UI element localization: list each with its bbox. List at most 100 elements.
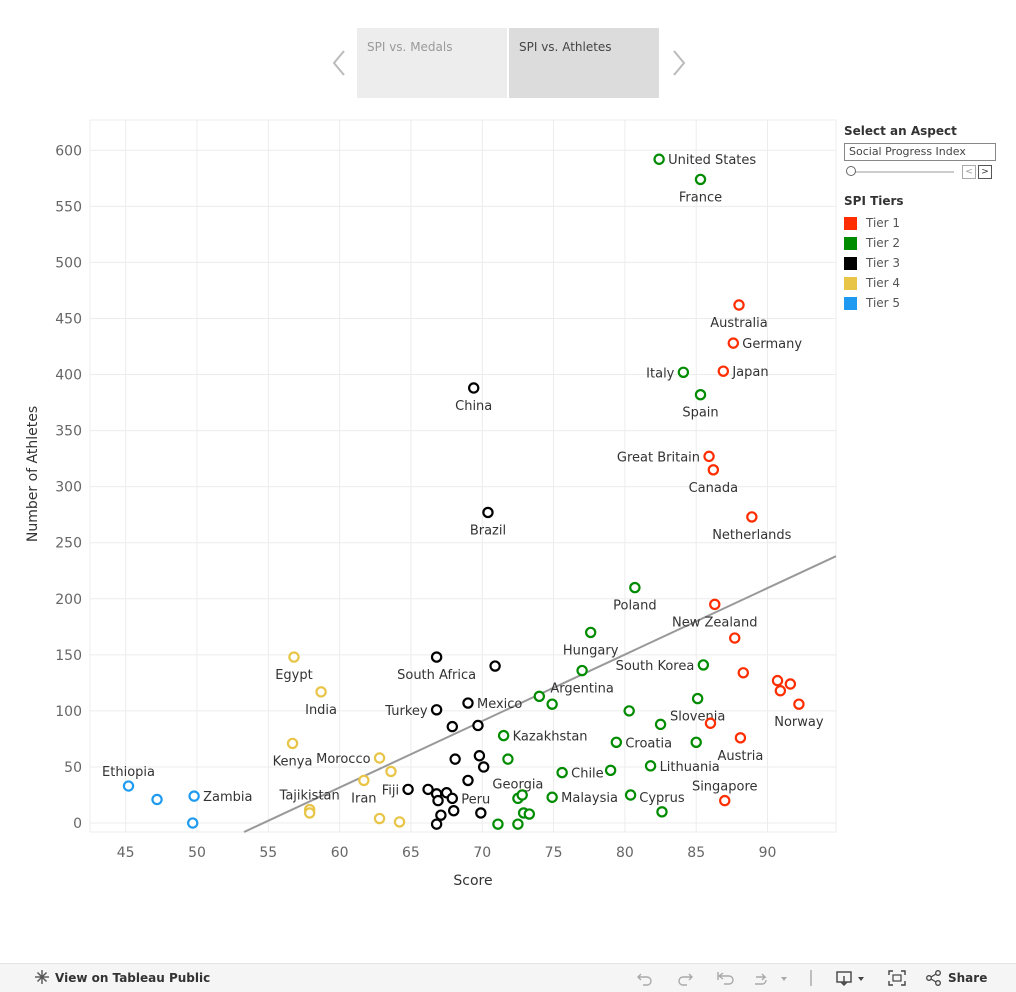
slider-track[interactable]: [850, 171, 954, 173]
data-point: [733, 299, 745, 311]
tableau-logo-icon[interactable]: [34, 969, 50, 988]
data-point: [584, 626, 597, 639]
data-point: [610, 736, 623, 748]
data-point: [446, 720, 459, 733]
data-point: [523, 808, 536, 820]
legend-item-tier-5[interactable]: Tier 5: [844, 293, 1004, 313]
data-point: [502, 753, 514, 765]
data-point: [373, 752, 386, 764]
data-point: [624, 789, 637, 801]
download-icon[interactable]: [836, 970, 868, 989]
data-point: [719, 794, 731, 807]
data-point: [358, 774, 370, 787]
point-label: South Africa: [397, 668, 476, 683]
data-point: [393, 816, 406, 828]
point-label: Poland: [613, 599, 656, 614]
point-label: Peru: [461, 792, 490, 807]
refresh-icon[interactable]: [752, 970, 788, 989]
tab-spi-vs-athletes[interactable]: SPI vs. Athletes: [509, 28, 659, 98]
share-icon[interactable]: [926, 970, 942, 989]
legend-swatch: [844, 276, 857, 290]
slider-knob[interactable]: [846, 166, 856, 176]
y-tick-label: 450: [55, 311, 82, 327]
point-label: Canada: [689, 481, 738, 496]
data-point: [656, 806, 668, 818]
point-label: Zambia: [203, 790, 252, 805]
aspect-select[interactable]: Social Progress Index: [844, 143, 996, 161]
x-tick-label: 75: [545, 845, 563, 861]
data-point: [373, 812, 386, 825]
tab-spi-vs-medals[interactable]: SPI vs. Medals: [357, 28, 507, 98]
data-point: [516, 789, 528, 801]
x-tick-label: 80: [616, 845, 634, 861]
legend-label: Tier 4: [866, 276, 901, 290]
fullscreen-icon[interactable]: [888, 970, 906, 989]
y-tick-label: 500: [55, 255, 82, 271]
y-tick-label: 300: [55, 480, 82, 496]
data-point: [694, 173, 707, 186]
undo-icon[interactable]: [636, 970, 654, 989]
point-label: Egypt: [275, 668, 313, 683]
redo-icon[interactable]: [676, 970, 694, 989]
point-label: Turkey: [384, 704, 428, 719]
point-label: Chile: [571, 767, 604, 782]
x-axis-title: Score: [453, 873, 492, 889]
data-point: [462, 697, 474, 709]
data-point: [629, 581, 641, 594]
data-point: [449, 753, 461, 765]
point-label: Croatia: [625, 736, 672, 751]
data-point: [654, 718, 667, 731]
data-point: [644, 760, 657, 772]
share-button[interactable]: Share: [948, 971, 988, 985]
data-point: [430, 704, 443, 716]
legend-label: Tier 2: [866, 236, 901, 250]
revert-icon[interactable]: [716, 970, 736, 989]
legend-item-tier-2[interactable]: Tier 2: [844, 233, 1004, 253]
point-label: Mexico: [477, 697, 522, 712]
data-point: [385, 765, 397, 778]
chevron-left-icon[interactable]: [330, 48, 350, 78]
legend-item-tier-4[interactable]: Tier 4: [844, 273, 1004, 293]
data-point: [737, 667, 749, 679]
data-point: [703, 450, 715, 463]
legend-swatch: [844, 236, 857, 250]
x-tick-label: 45: [117, 845, 135, 861]
data-point: [489, 660, 501, 672]
data-point: [556, 766, 568, 779]
data-point: [729, 632, 741, 644]
legend: SPI Tiers Tier 1 Tier 2 Tier 3 Tier 4 Ti…: [844, 194, 1004, 313]
point-label: United States: [668, 153, 756, 168]
data-point: [727, 337, 740, 349]
y-tick-label: 600: [55, 143, 82, 159]
legend-swatch: [844, 296, 857, 310]
chevron-right-icon[interactable]: [668, 48, 688, 78]
data-point: [784, 678, 797, 690]
y-tick-label: 150: [55, 648, 82, 664]
legend-item-tier-1[interactable]: Tier 1: [844, 213, 1004, 233]
data-point: [512, 818, 524, 830]
data-point: [691, 692, 704, 705]
x-tick-label: 65: [402, 845, 420, 861]
data-point: [430, 651, 443, 663]
point-label: Cyprus: [639, 791, 685, 806]
x-tick-label: 90: [759, 845, 777, 861]
data-point: [717, 365, 730, 377]
legend-swatch: [844, 216, 857, 230]
step-prev-button[interactable]: <: [962, 165, 976, 179]
data-point: [473, 750, 486, 762]
view-on-tableau-link[interactable]: View on Tableau Public: [55, 971, 211, 985]
point-label: Hungary: [563, 643, 619, 658]
point-label: New Zealand: [672, 615, 757, 630]
view-tabs: SPI vs. Medals SPI vs. Athletes: [330, 28, 686, 98]
legend-item-tier-3[interactable]: Tier 3: [844, 253, 1004, 273]
data-point: [286, 737, 299, 750]
step-next-button[interactable]: >: [978, 165, 992, 179]
point-label: Germany: [742, 337, 802, 352]
point-label: South Korea: [616, 659, 695, 674]
legend-title: SPI Tiers: [844, 194, 904, 208]
point-label: Japan: [731, 365, 768, 380]
point-label: Austria: [717, 749, 763, 764]
legend-label: Tier 1: [866, 216, 901, 230]
toolbar-divider: [810, 970, 812, 989]
point-label: Georgia: [492, 777, 543, 792]
